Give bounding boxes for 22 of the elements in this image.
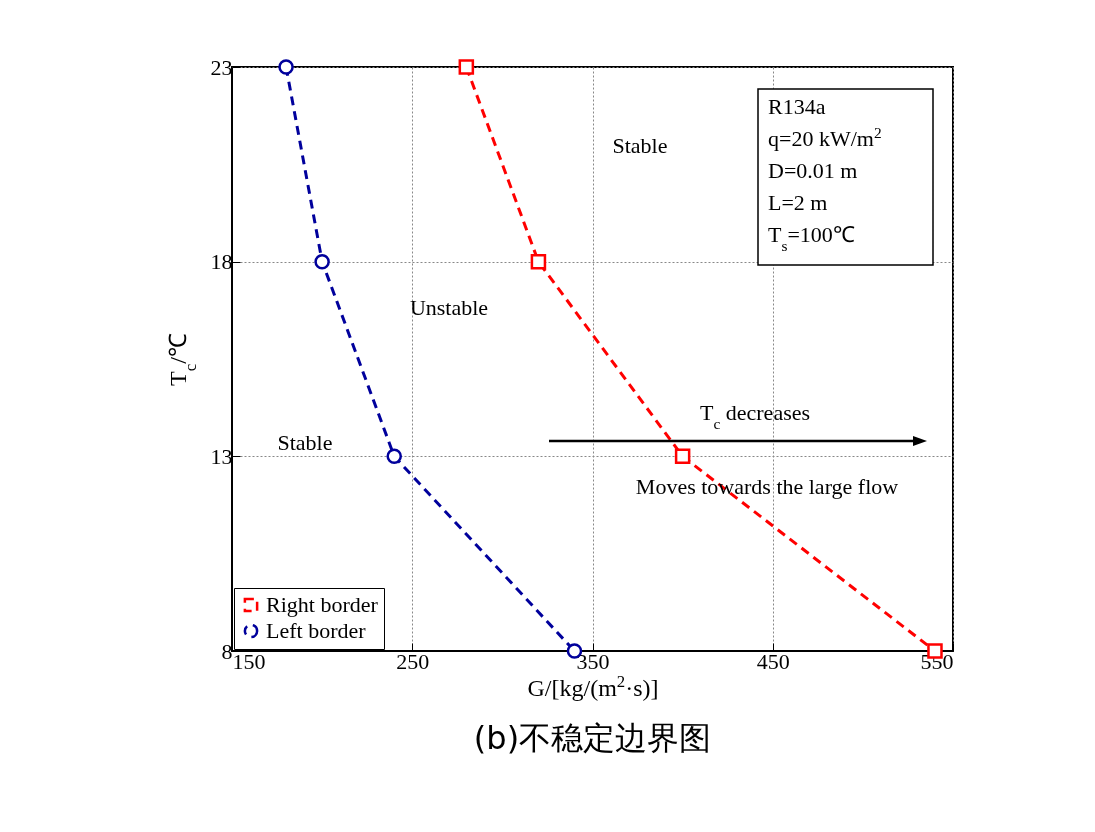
annotation: L=2 m <box>768 190 828 215</box>
annotation: Stable <box>277 430 333 455</box>
annotation: Moves towards the large flow <box>635 474 899 499</box>
y-tick-label: 23 <box>210 54 233 80</box>
annotation: R134a <box>768 94 826 119</box>
x-axis-title: G/[kg/(m$^{2}$·s)] <box>527 671 659 701</box>
x-tick-label: 250 <box>396 648 430 674</box>
annotation: T$_{c}$ decreases <box>699 400 811 432</box>
x-tick-label: 350 <box>576 648 610 674</box>
y-tick-label: 8 <box>221 638 233 664</box>
legend-label: Left border <box>266 618 367 643</box>
x-tick-label: 150 <box>232 648 266 674</box>
annotation: D=0.01 m <box>768 158 858 183</box>
y-tick-label: 18 <box>210 249 233 275</box>
annotation: Unstable <box>409 295 489 320</box>
legend-label: Right border <box>266 592 379 617</box>
annotation: T$_{s}$=100℃ <box>768 222 855 254</box>
text: (b)不稳定边界图 <box>473 719 712 757</box>
annotation: q=20 kW/m$^{2}$ <box>768 123 882 151</box>
y-tick-label: 13 <box>210 443 233 469</box>
annotation: Stable <box>612 133 668 158</box>
x-tick-label: 450 <box>756 648 790 674</box>
